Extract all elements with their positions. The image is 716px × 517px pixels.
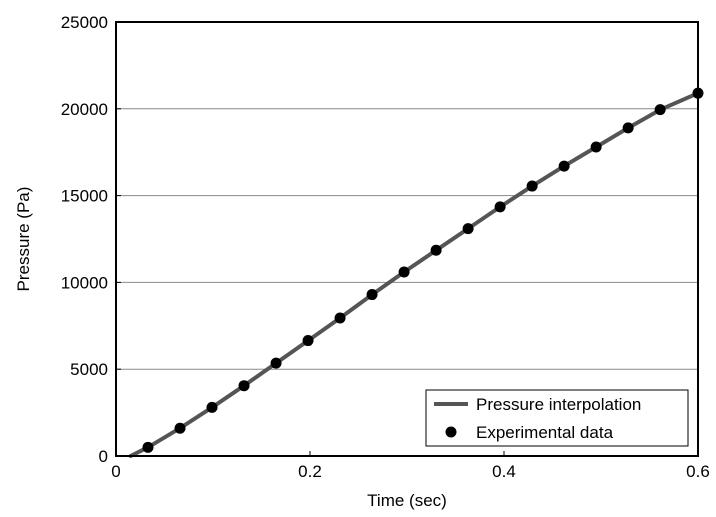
data-point-experimental-6 xyxy=(334,312,346,324)
y-tick-label-10000: 10000 xyxy=(61,273,108,292)
x-tick-label-0: 0 xyxy=(111,462,120,481)
x-axis-title: Time (sec) xyxy=(367,491,447,510)
data-point-experimental-11 xyxy=(494,201,506,213)
plot-frame xyxy=(115,21,699,457)
y-axis-title: Pressure (Pa) xyxy=(14,187,33,292)
data-point-experimental-1 xyxy=(174,422,186,434)
data-point-experimental-3 xyxy=(238,380,250,392)
data-point-experimental-4 xyxy=(270,357,282,369)
data-point-experimental-5 xyxy=(302,335,314,347)
y-tick-label-0: 0 xyxy=(99,447,108,466)
y-tick-label-15000: 15000 xyxy=(61,187,108,206)
legend-box xyxy=(425,389,689,447)
x-tick-label-0.4: 0.4 xyxy=(492,462,516,481)
y-tick-label-5000: 5000 xyxy=(70,360,108,379)
legend: Pressure interpolation Experimental data xyxy=(425,389,689,447)
data-point-experimental-0 xyxy=(142,441,154,453)
legend-label-experimental-data: Experimental data xyxy=(476,423,614,442)
x-tick-label-0.2: 0.2 xyxy=(298,462,322,481)
data-point-experimental-12 xyxy=(526,180,538,192)
data-point-experimental-9 xyxy=(430,244,442,256)
data-point-experimental-15 xyxy=(622,122,634,134)
grid-lines xyxy=(116,108,698,370)
data-point-experimental-14 xyxy=(590,141,602,153)
data-point-experimental-8 xyxy=(398,266,410,278)
y-tick-label-25000: 25000 xyxy=(61,13,108,32)
data-point-experimental-16 xyxy=(654,104,666,116)
data-point-experimental-2 xyxy=(206,401,218,413)
series-layer xyxy=(128,87,704,458)
x-tick-label-0.6: 0.6 xyxy=(686,462,710,481)
data-point-experimental-7 xyxy=(366,289,378,301)
y-tick-label-20000: 20000 xyxy=(61,100,108,119)
axis-ticks: 0 5000 10000 15000 20000 25000 0 0.2 0.4 0.6 xyxy=(61,13,710,481)
legend-label-pressure-interpolation: Pressure interpolation xyxy=(476,395,641,414)
legend-swatch-experimental-data xyxy=(445,426,457,438)
data-point-experimental-10 xyxy=(462,223,474,235)
data-point-experimental-13 xyxy=(558,160,570,172)
